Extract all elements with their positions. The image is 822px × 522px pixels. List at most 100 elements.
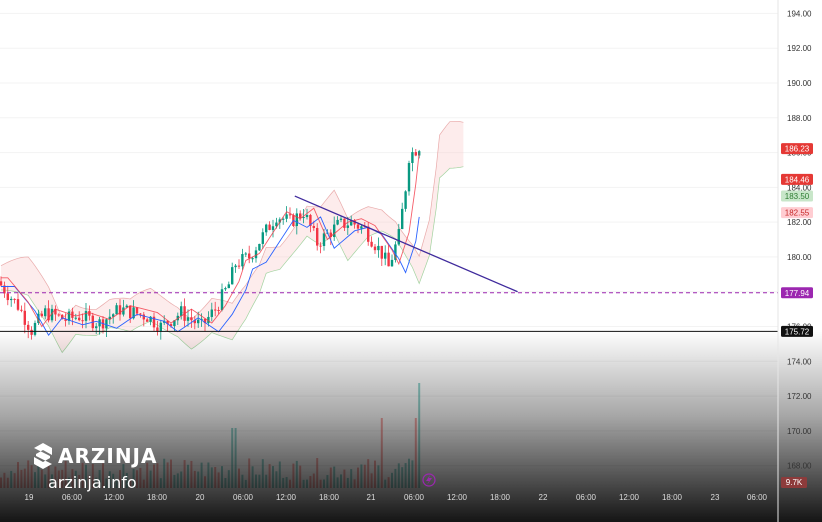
- time-tick-label: 06:00: [747, 493, 768, 502]
- price-tag-label: 182.55: [785, 209, 810, 218]
- candle: [401, 202, 404, 230]
- candle: [152, 312, 156, 332]
- candle: [248, 245, 251, 264]
- price-tick-label: 184.00: [787, 183, 812, 192]
- base-line: [1, 216, 420, 337]
- candle: [217, 306, 220, 315]
- candle: [214, 301, 217, 317]
- candle: [227, 281, 230, 289]
- price-tick-label: 188.00: [787, 114, 812, 123]
- candle: [40, 310, 43, 318]
- price-tag: 186.23: [781, 143, 813, 155]
- candle: [237, 259, 241, 269]
- candle: [414, 149, 417, 157]
- candle: [3, 281, 6, 298]
- candle: [373, 243, 377, 254]
- candle: [397, 223, 400, 246]
- candle: [404, 190, 407, 212]
- time-tick-label: 22: [539, 493, 548, 502]
- price-tag-label: 183.50: [785, 192, 810, 201]
- candle: [305, 208, 309, 220]
- candle: [210, 302, 213, 322]
- candle: [319, 242, 322, 254]
- candle: [336, 216, 339, 226]
- time-tick-label: 18:00: [662, 493, 683, 502]
- time-tick-label: 12:00: [619, 493, 640, 502]
- candle: [78, 311, 81, 322]
- time-tick-label: 12:00: [276, 493, 297, 502]
- candle: [380, 245, 383, 266]
- time-tick-label: 18:00: [490, 493, 511, 502]
- price-tick-label: 192.00: [787, 44, 812, 53]
- candle: [146, 317, 149, 322]
- candle: [20, 305, 23, 313]
- candle: [193, 315, 196, 330]
- time-tick-label: 06:00: [62, 493, 83, 502]
- candle: [407, 160, 411, 196]
- brand-watermark: ARZINJA arzinja.info: [30, 440, 180, 500]
- price-tick-label: 172.00: [787, 392, 812, 401]
- lightning-icon[interactable]: [422, 473, 436, 487]
- candle: [258, 243, 261, 251]
- price-tick-label: 180.00: [787, 253, 812, 262]
- price-tick-label: 170.00: [787, 427, 812, 436]
- time-tick-label: 23: [711, 493, 720, 502]
- price-tags: 186.23 184.46 183.50 182.55 177.94 175.72: [781, 143, 813, 337]
- candle: [190, 308, 193, 328]
- candle: [118, 299, 122, 321]
- time-tick-label: 18:00: [319, 493, 340, 502]
- candle: [16, 293, 20, 312]
- brand-name: ARZINJA: [58, 444, 158, 468]
- arzinja-logo-icon: [34, 443, 52, 469]
- candle: [278, 217, 281, 229]
- time-tick-label: 20: [196, 493, 205, 502]
- candle: [271, 219, 275, 238]
- price-tag-label: 186.23: [785, 145, 810, 154]
- candle: [387, 244, 390, 267]
- price-tag: 175.72: [781, 325, 813, 337]
- price-tick-label: 190.00: [787, 79, 812, 88]
- candle: [309, 213, 312, 233]
- candle: [377, 237, 380, 258]
- candle: [67, 308, 71, 325]
- candle: [411, 147, 414, 172]
- candle: [241, 248, 244, 270]
- candle: [282, 216, 285, 225]
- candle: [316, 223, 319, 251]
- price-tick-label: 182.00: [787, 218, 812, 227]
- candle: [356, 222, 360, 234]
- candle: [129, 305, 132, 323]
- candle: [115, 302, 118, 315]
- candle: [57, 313, 60, 317]
- trendline: [294, 195, 518, 293]
- ichimoku-cloud: [0, 120, 464, 354]
- time-tick-label: 21: [367, 493, 376, 502]
- candle: [268, 221, 271, 231]
- price-tag-label: 175.72: [785, 327, 810, 336]
- candle: [44, 305, 47, 320]
- candle: [186, 309, 190, 327]
- candle: [224, 286, 227, 292]
- time-tick-label: 06:00: [576, 493, 597, 502]
- brand-url: arzinja.info: [48, 473, 137, 492]
- candle: [142, 311, 145, 327]
- candle: [285, 206, 288, 223]
- indicator-lines: [1, 152, 518, 337]
- candle: [339, 215, 343, 223]
- candle: [6, 285, 9, 306]
- candle: [261, 228, 264, 249]
- volume-tag: 9.7K: [781, 477, 807, 488]
- price-tag-label: 177.94: [785, 289, 810, 298]
- candle: [367, 222, 370, 246]
- candle: [203, 318, 207, 332]
- candle: [61, 314, 64, 320]
- price-tag-label: 184.46: [785, 175, 810, 184]
- time-tick-label: 12:00: [447, 493, 468, 502]
- candle: [207, 311, 210, 327]
- candle: [112, 313, 115, 324]
- price-tick-label: 168.00: [787, 462, 812, 471]
- candle: [265, 223, 268, 236]
- candle: [47, 300, 50, 323]
